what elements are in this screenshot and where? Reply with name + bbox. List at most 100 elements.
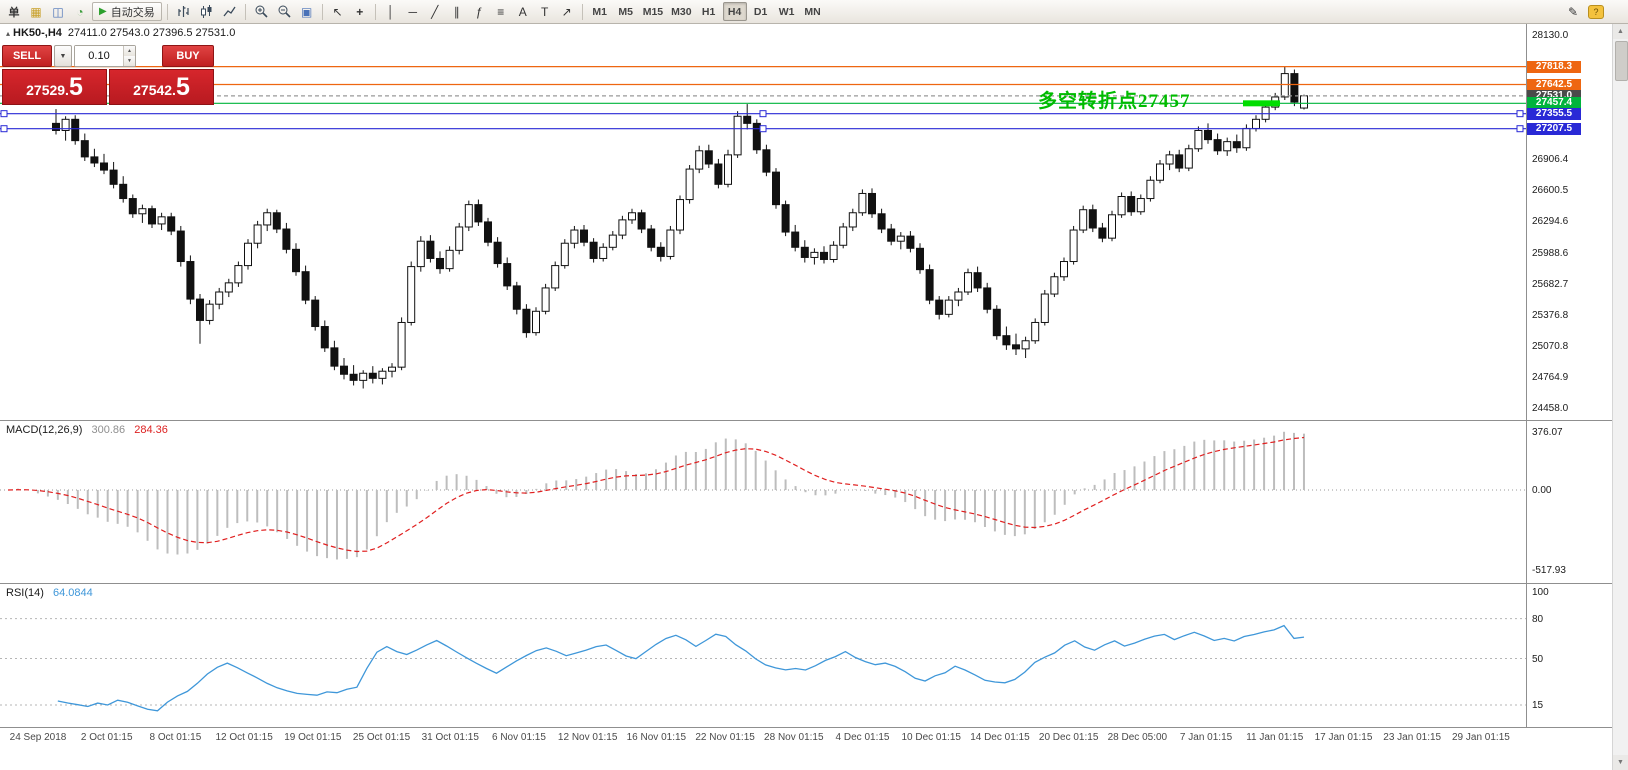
crosshair-button[interactable]: + bbox=[350, 2, 370, 21]
candle bbox=[599, 246, 608, 259]
zoom-out-button[interactable] bbox=[274, 2, 295, 21]
toolbar-separator bbox=[166, 3, 168, 20]
candle bbox=[1079, 209, 1088, 231]
candle bbox=[368, 372, 377, 379]
chart-info-line: ▴ HK50-,H4 27411.0 27543.0 27396.5 27531.0 bbox=[6, 27, 235, 39]
candle bbox=[541, 287, 550, 312]
fibonacci-icon: ƒ bbox=[475, 4, 483, 19]
buy-button[interactable]: BUY bbox=[162, 45, 214, 67]
timeframe-w1-button[interactable]: W1 bbox=[778, 5, 795, 18]
time-axis[interactable]: 24 Sep 2018 2 Oct 01:15 8 Oct 01:15 12 Oct … bbox=[0, 727, 1526, 770]
timeframe-d1-button[interactable]: D1 bbox=[753, 5, 768, 18]
candle bbox=[1242, 127, 1251, 149]
support-line-27355-handle[interactable] bbox=[1516, 110, 1524, 118]
candlestick-chart-button[interactable] bbox=[196, 2, 217, 21]
compose-button[interactable]: ✎ bbox=[1563, 2, 1583, 21]
timeframe-m1-button[interactable]: M1 bbox=[592, 5, 607, 18]
rsi-axis-label: 80 bbox=[1532, 613, 1544, 625]
candle bbox=[704, 150, 713, 165]
timeframe-h4-button[interactable]: H4 bbox=[722, 2, 747, 21]
horizontal-line-button[interactable]: ─ bbox=[403, 2, 423, 21]
scroll-up-button[interactable]: ▲ bbox=[1613, 24, 1628, 39]
text-tool-button[interactable]: A bbox=[513, 2, 533, 21]
label-tool-button[interactable]: T bbox=[535, 2, 555, 21]
timeframe-m30-button[interactable]: M30 bbox=[671, 5, 692, 18]
candle bbox=[378, 370, 387, 379]
candle bbox=[52, 122, 60, 131]
macd-signal-value: 284.36 bbox=[134, 424, 168, 436]
support-line-27355-handle[interactable] bbox=[0, 110, 8, 118]
support-line-27207-handle[interactable] bbox=[759, 125, 767, 133]
candle bbox=[772, 171, 780, 206]
candle bbox=[426, 240, 435, 259]
vertical-line-button[interactable]: │ bbox=[381, 2, 401, 21]
bar-chart-button[interactable] bbox=[173, 2, 194, 21]
price-badge-27457.4: 27457.4 bbox=[1527, 97, 1581, 110]
timeframe-m5-button[interactable]: M5 bbox=[618, 5, 633, 18]
data-window-button[interactable]: ◫ bbox=[48, 2, 68, 21]
shapes-button[interactable]: ≡ bbox=[491, 2, 511, 21]
panel-separator[interactable] bbox=[0, 420, 1612, 421]
candle bbox=[1021, 340, 1030, 350]
candle bbox=[224, 282, 233, 293]
rsi-panel[interactable] bbox=[0, 583, 1526, 727]
time-label: 12 Oct 01:15 bbox=[215, 732, 273, 743]
candle bbox=[253, 224, 262, 244]
line-chart-button[interactable] bbox=[219, 2, 240, 21]
scroll-down-button[interactable]: ▼ bbox=[1613, 755, 1628, 770]
price-axis-label: 25376.8 bbox=[1532, 309, 1569, 321]
spin-up-button[interactable]: ▲ bbox=[124, 46, 135, 56]
channel-button[interactable]: ∥ bbox=[447, 2, 467, 21]
candle bbox=[119, 183, 128, 200]
help-button[interactable]: ? bbox=[1585, 2, 1607, 21]
new-order-button[interactable]: 单 bbox=[4, 2, 24, 21]
spin-down-button[interactable]: ▼ bbox=[124, 56, 135, 66]
candle bbox=[1223, 141, 1232, 152]
cursor-button[interactable]: ↖ bbox=[328, 2, 348, 21]
candle bbox=[263, 212, 272, 226]
volume-input[interactable] bbox=[75, 46, 123, 66]
candle bbox=[973, 272, 982, 289]
candle bbox=[781, 204, 790, 233]
time-label: 29 Jan 01:15 bbox=[1451, 732, 1510, 743]
rsi-name: RSI(14) bbox=[6, 587, 44, 599]
macd-axis-label: 0.00 bbox=[1532, 485, 1552, 496]
macd-signal-line bbox=[7, 436, 1305, 553]
support-line-27355-handle[interactable] bbox=[759, 110, 767, 118]
candle bbox=[1300, 95, 1308, 109]
market-watch-button[interactable]: ▦ bbox=[26, 2, 46, 21]
autotrading-button[interactable]: ▶ 自动交易 bbox=[92, 2, 162, 21]
support-line-27207-handle[interactable] bbox=[1516, 125, 1524, 133]
navigator-button[interactable]: ◔ bbox=[70, 2, 90, 21]
candle bbox=[896, 235, 905, 242]
panel-separator[interactable] bbox=[0, 583, 1612, 584]
timeframe-mn-button[interactable]: MN bbox=[804, 5, 821, 18]
chart-marker-icon: ▴ bbox=[6, 29, 11, 38]
volume-dropdown-button[interactable]: ▼ bbox=[54, 45, 72, 67]
timeframe-h1-button[interactable]: H1 bbox=[701, 5, 716, 18]
timeframe-m15-button[interactable]: M15 bbox=[642, 5, 664, 18]
zoom-in-button[interactable] bbox=[251, 2, 272, 21]
candle bbox=[176, 230, 185, 263]
scrollbar-thumb[interactable] bbox=[1615, 41, 1628, 81]
fibonacci-button[interactable]: ƒ bbox=[469, 2, 489, 21]
price-axis-label: 24458.0 bbox=[1532, 402, 1569, 414]
time-label: 12 Nov 01:15 bbox=[557, 732, 618, 743]
price-axis-label: 25682.7 bbox=[1532, 278, 1569, 290]
sell-button[interactable]: SELL bbox=[2, 45, 52, 67]
tile-windows-button[interactable]: ▣ bbox=[297, 2, 317, 21]
vertical-line-icon: │ bbox=[386, 4, 395, 19]
buy-price-display[interactable]: 27542. 5 bbox=[109, 69, 214, 105]
macd-panel[interactable] bbox=[0, 420, 1526, 583]
vertical-scrollbar[interactable]: ▲ ▼ bbox=[1612, 24, 1628, 770]
pivot-marker[interactable] bbox=[1243, 100, 1280, 107]
support-line-27207-handle[interactable] bbox=[0, 125, 8, 133]
candle bbox=[1060, 261, 1068, 278]
arrows-tool-button[interactable]: ↗ bbox=[557, 2, 577, 21]
pivot-annotation-text[interactable]: 多空转折点27457 bbox=[1038, 91, 1191, 112]
trendline-button[interactable]: ╱ bbox=[425, 2, 445, 21]
candle bbox=[359, 372, 368, 381]
main-price-panel[interactable] bbox=[0, 24, 1526, 420]
sell-price-display[interactable]: 27529. 5 bbox=[2, 69, 107, 105]
price-axis[interactable]: 28130.0 26906.4 26600.5 26294.6 25988.6 25682… bbox=[1526, 24, 1612, 727]
